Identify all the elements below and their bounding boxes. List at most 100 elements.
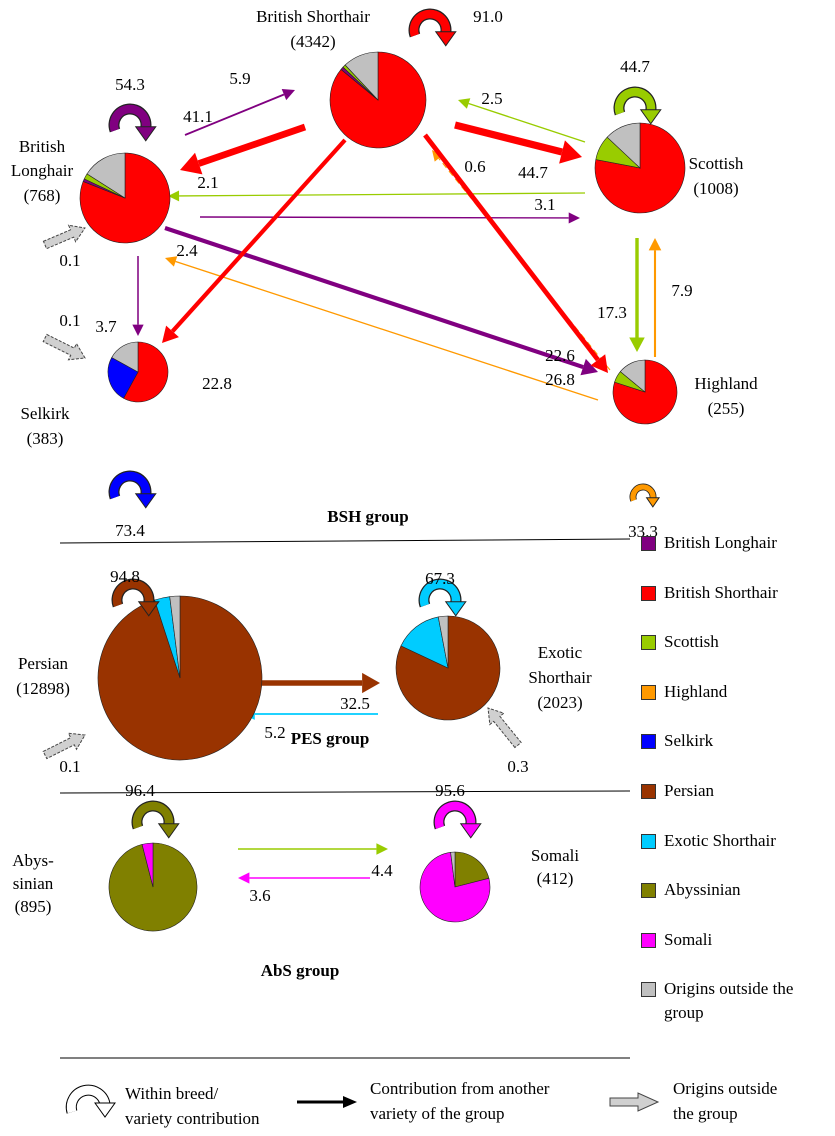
legend-swatch [641, 734, 656, 750]
legend-swatch [641, 536, 656, 551]
edge-arrowhead [648, 238, 662, 251]
edge-arrowhead [281, 88, 295, 101]
within-arrow [109, 471, 151, 499]
edge-label: 2.1 [197, 173, 218, 192]
pie-slice [419, 851, 491, 923]
legend-swatch [641, 883, 656, 899]
edge-label: 44.7 [518, 163, 548, 182]
outside-arrow [42, 732, 86, 760]
node-name: British Shorthair [256, 7, 370, 26]
edge-label: 5.2 [264, 723, 285, 742]
pie-slice [606, 122, 641, 169]
pie-slice [344, 51, 379, 101]
within-label: 73.4 [115, 521, 145, 540]
edge-label: 32.5 [340, 694, 370, 713]
pie-slice [123, 341, 169, 403]
edge-arrow [197, 123, 307, 167]
legend-label: British Longhair [664, 533, 777, 552]
outside-arrow [42, 333, 86, 361]
within-label: 91.0 [473, 7, 503, 26]
key-label: Contribution from another [370, 1079, 550, 1098]
node-name: Exotic [538, 643, 583, 662]
node-name: sinian [13, 874, 54, 893]
within-arrowhead [639, 109, 662, 125]
key-label: Within breed/ [125, 1084, 219, 1103]
node-name: Shorthair [528, 668, 592, 687]
legend-item: British Longhair [640, 531, 830, 555]
within-label: 96.4 [125, 781, 155, 800]
within-arrow [109, 104, 151, 132]
within-arrow [419, 579, 461, 607]
node-count: (4342) [290, 32, 335, 51]
within-arrowhead [137, 601, 160, 617]
group-label: AbS group [261, 961, 340, 980]
edge-arrowhead [559, 140, 582, 164]
legend-item: Somali [640, 928, 830, 952]
node-count: (768) [24, 186, 61, 205]
legend-label: Abyssinian [664, 880, 741, 900]
outside-label: 0.1 [59, 311, 80, 330]
within-arrow [630, 484, 656, 502]
edge-arrow [184, 93, 285, 136]
node-name: Selkirk [20, 404, 70, 423]
legend-label: Origins outside the group [664, 979, 794, 1023]
legend-label: Scottish [664, 632, 719, 652]
pie-slice [450, 851, 456, 888]
edge-label: 2.4 [176, 241, 198, 260]
within-arrowhead [645, 497, 661, 508]
within-arrow [614, 87, 656, 115]
legend-swatch [641, 982, 656, 998]
edge-label: 3.7 [95, 317, 117, 336]
within-label: 94.8 [110, 567, 140, 586]
within-arrow [434, 801, 476, 829]
edge-arrow [423, 133, 600, 362]
edge-label: 26.8 [545, 370, 575, 389]
legend-label: Selkirk [664, 731, 714, 751]
within-arrowhead [434, 31, 457, 47]
separator [59, 790, 631, 794]
node-count: (895) [15, 897, 52, 916]
edge-label: 2.5 [481, 89, 502, 108]
legend-item: British Shorthair [640, 581, 830, 605]
edge-arrowhead [376, 843, 388, 855]
within-label: 95.6 [435, 781, 465, 800]
pie-slice [111, 341, 139, 373]
outside-label: 0.1 [59, 251, 80, 270]
legend-label: British Shorthair [664, 582, 778, 602]
within-arrow [409, 9, 451, 37]
key-icon [66, 1085, 110, 1114]
pie-slice [107, 357, 139, 399]
within-arrowhead [444, 601, 467, 617]
legend-swatch [641, 833, 656, 849]
node-name: Abys- [12, 851, 54, 870]
edge-label: 22.6 [545, 346, 575, 365]
edge-label: 7.9 [671, 281, 692, 300]
node-name: Somali [531, 846, 579, 865]
legend-item: Highland [640, 680, 830, 704]
outside-label: 0.1 [59, 757, 80, 776]
edge-arrow [175, 260, 599, 401]
within-arrow [112, 579, 154, 607]
edge-arrowhead [168, 190, 180, 202]
edge-arrow [468, 102, 586, 143]
edge-arrow [179, 192, 586, 197]
edge-arrow [170, 138, 347, 333]
edge-arrow [164, 226, 584, 370]
edge-arrowhead [162, 325, 179, 343]
pie-slice [395, 615, 501, 721]
pie-slice [79, 152, 171, 244]
legend-item: Abyssinian [640, 878, 830, 902]
within-label: 54.3 [115, 75, 145, 94]
legend-label: Somali [664, 929, 713, 949]
legend-swatch [641, 585, 656, 601]
pie-slice [86, 152, 126, 199]
edge-label: 4.4 [371, 861, 393, 880]
legend-swatch [641, 635, 656, 651]
legend-item: Exotic Shorthair [640, 829, 830, 853]
edge-arrow [454, 121, 563, 156]
node-name: Highland [694, 374, 758, 393]
within-arrowhead [134, 126, 157, 142]
edge-arrowhead [432, 150, 443, 162]
